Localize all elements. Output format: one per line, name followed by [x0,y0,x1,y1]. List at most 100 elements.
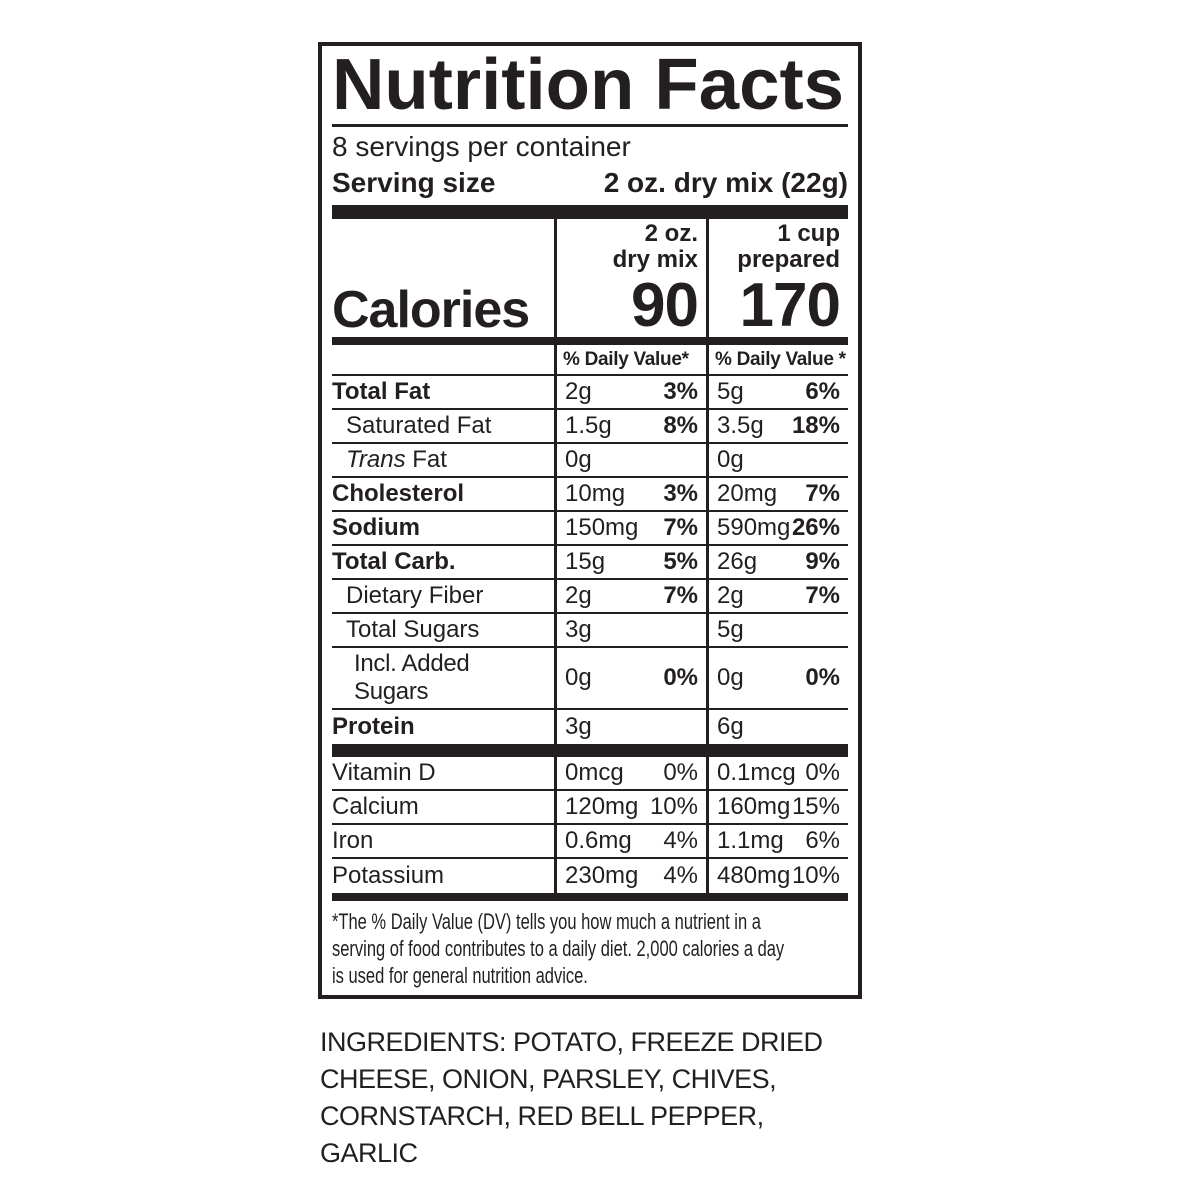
dry-dv: 5% [663,548,698,575]
dry-amount: 2g [565,582,592,609]
daily-value-header-row: % Daily Value* % Daily Value * [332,345,848,376]
prepared-dv: 0% [805,664,840,691]
calories-dry-value: 90 [631,270,699,340]
dry-dv: 7% [663,514,698,541]
prepared-dv: 7% [805,582,840,609]
nutrient-name-rest: Fat [405,446,447,473]
dry-amount: 15g [565,548,606,575]
prepared-amount: 0g [717,664,744,691]
thick-divider-bar [332,744,848,757]
dry-dv: 7% [663,582,698,609]
vitamin-name: Calcium [332,793,419,820]
calories-section: Calories 2 oz. dry mix 90 1 cup prepared… [332,219,848,337]
prepared-dv: 26% [791,514,840,541]
calories-dry-cell: 2 oz. dry mix 90 [554,219,706,337]
label-title-graphic: Nutrition Facts [332,51,844,123]
nutrient-row: Sodium 150mg 7% 590mg 26% [332,512,848,546]
dry-amount: 10mg [565,480,626,507]
vitamin-name: Potassium [332,862,445,889]
prepared-amount: 2g [717,582,744,609]
prepared-dv: 6% [805,378,840,405]
medium-divider-bar [332,893,848,901]
nutrient-row: Incl. Added Sugars 0g 0% 0g 0% [332,648,848,710]
dry-dv: 4% [663,827,698,854]
nutrient-row: Total Carb. 15g 5% 26g 9% [332,546,848,580]
prepared-dv: 18% [791,412,840,439]
dry-amount: 3g [565,616,592,643]
nutrient-name: Incl. Added Sugars [354,650,470,705]
prepared-amount: 3.5g [717,412,764,439]
prepared-amount: 6g [717,713,744,740]
dry-amount: 120mg [565,793,639,820]
medium-divider-bar [332,337,848,345]
calories-prepared-value: 170 [739,270,841,340]
dry-dv: 3% [663,480,698,507]
prepared-dv: 6% [805,827,840,854]
nutrient-row: Protein 3g 6g [332,710,848,744]
daily-value-header-prepared: % Daily Value * [706,345,848,374]
nutrient-row: Total Fat 2g 3% 5g 6% [332,376,848,410]
calories-label-cell: Calories [332,219,554,337]
vitamin-row: Potassium 230mg 4% 480mg 10% [332,859,848,893]
dry-dv: 0% [663,759,698,786]
prepared-header-line2: prepared [737,246,840,273]
nutrient-name: Total Sugars [346,616,480,643]
nutrient-name: Total Carb. [332,548,456,575]
vitamin-row: Iron 0.6mg 4% 1.1mg 6% [332,825,848,859]
dry-amount: 1.5g [565,412,612,439]
vitamin-row: Vitamin D 0mcg 0% 0.1mcg 0% [332,757,848,791]
vitamins-table: Vitamin D 0mcg 0% 0.1mcg 0% Calcium 120mg 1… [332,757,848,893]
prepared-amount: 480mg [717,862,791,889]
dry-amount: 0.6mg [565,827,632,854]
vitamin-row: Calcium 120mg 10% 160mg 15% [332,791,848,825]
nutrient-row: Trans Fat 0g 0g [332,444,848,478]
prepared-amount: 20mg [717,480,778,507]
prepared-dv: 9% [805,548,840,575]
prepared-amount: 5g [717,616,744,643]
nutrient-name: Cholesterol [332,480,465,507]
nutrition-label: Nutrition Facts 8 servings per container… [318,42,862,999]
prepared-amount: 1.1mg [717,827,784,854]
dry-amount: 2g [565,378,592,405]
nutrient-name: Trans Fat [332,444,554,476]
dry-amount: 150mg [565,514,639,541]
vitamin-name: Iron [332,827,374,854]
servings-per-container: 8 servings per container [332,131,631,162]
prepared-dv: 7% [805,480,840,507]
label-title: Nutrition Facts [332,51,844,123]
nutrient-name: Protein [332,713,415,740]
dry-dv: 8% [663,412,698,439]
thick-divider-bar [332,205,848,219]
nutrient-name: Dietary Fiber [346,582,484,609]
nutrient-row: Dietary Fiber 2g 7% 2g 7% [332,580,848,614]
nutrient-name: Sodium [332,514,420,541]
prepared-amount: 5g [717,378,744,405]
prepared-dv: 10% [791,862,840,889]
nutrient-name: Saturated Fat [346,412,492,439]
dry-amount: 0g [565,664,592,691]
dry-amount: 3g [565,713,592,740]
serving-size-label: Serving size [332,167,496,198]
nutrients-table: Total Fat 2g 3% 5g 6% Saturated Fat 1.5g 8%… [332,376,848,744]
prepared-dv: 15% [791,793,840,820]
dry-amount: 0g [565,446,592,473]
dry-dv: 3% [663,378,698,405]
prepared-amount: 590mg [717,514,791,541]
nutrient-row: Saturated Fat 1.5g 8% 3.5g 18% [332,410,848,444]
prepared-amount: 0g [717,446,744,473]
nutrient-row: Cholesterol 10mg 3% 20mg 7% [332,478,848,512]
dry-dv: 10% [649,793,698,820]
prepared-dv: 0% [805,759,840,786]
ingredients-text: INGREDIENTS: POTATO, FREEZE DRIED CHEESE… [320,1027,823,1168]
prepared-amount: 0.1mcg [717,759,796,786]
prepared-amount: 160mg [717,793,791,820]
footnote-section: *The % Daily Value (DV) tells you how mu… [332,901,848,989]
daily-value-header-dry: % Daily Value* [554,345,706,374]
serving-size-row: Serving size 2 oz. dry mix (22g) [332,165,848,205]
vitamin-name: Vitamin D [332,759,436,786]
nutrient-name-italic: Trans [346,446,406,473]
dry-dv: 0% [663,664,698,691]
dry-mix-header-line1: 2 oz. [644,220,698,247]
dry-dv: 4% [663,862,698,889]
